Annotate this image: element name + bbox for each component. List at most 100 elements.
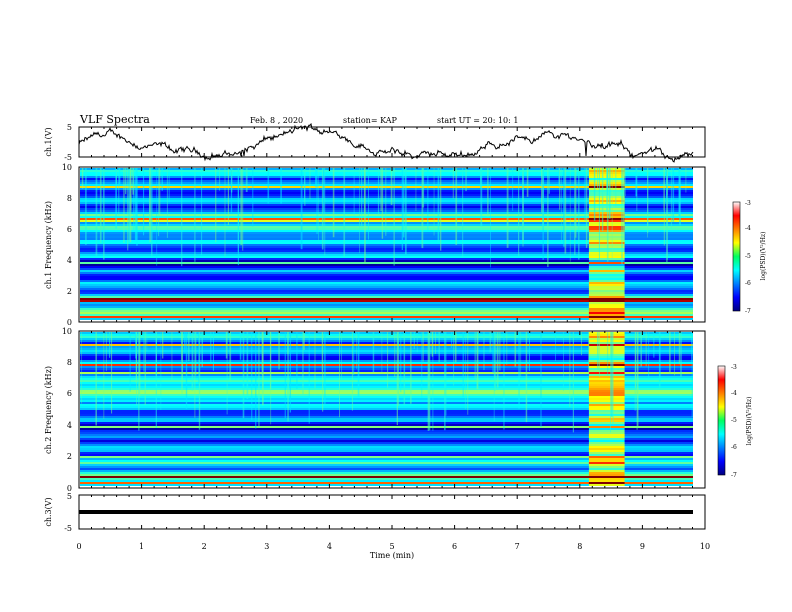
ch1-spec-burst-row <box>588 242 625 244</box>
ch2-spec-streak <box>146 332 148 352</box>
ch2-spec-streak <box>308 332 310 424</box>
ch1-spec-row <box>80 200 693 202</box>
ch1-spec-row <box>80 176 693 178</box>
ch1-spec-streak <box>227 168 229 225</box>
ch1-spec-streak <box>95 168 98 256</box>
ch2-spec-streak <box>162 332 164 359</box>
ch2-spec-row <box>80 442 693 444</box>
ch2-spec-streak <box>239 332 242 360</box>
ch1-spec-burst-row <box>588 274 625 276</box>
ch2-spec-burst-row <box>588 386 625 388</box>
ch1-spec-burst-row <box>588 262 625 264</box>
ch2-spec-streak <box>81 332 82 404</box>
figure-title: VLF Spectra <box>79 113 150 126</box>
ch2-spec-streak <box>278 332 280 370</box>
ch1-spec-burst-row <box>588 258 625 260</box>
ch1-waveform-ylabel: ch.1(V) <box>44 127 53 156</box>
ch2-spec-row <box>80 354 693 356</box>
ch1-spec-row <box>80 250 693 252</box>
ch1-spec-streak <box>526 168 529 197</box>
ch1-spec-streak <box>670 168 672 229</box>
ch2-spec-burst-row <box>588 400 625 402</box>
ch2-spec-streak <box>185 332 188 409</box>
ch2-spectrogram-image <box>80 332 704 487</box>
ch1-spec-streak <box>578 168 580 260</box>
ch2-spec-streak <box>451 332 453 348</box>
ch2-spec-burst-row <box>588 398 625 400</box>
ch1-waveform-line <box>78 122 694 163</box>
ch1-spec-row <box>80 230 693 232</box>
ch2-spec-burst-row <box>588 430 625 432</box>
ch2-spec-burst-row <box>588 418 625 420</box>
ch1-spec-streak <box>598 168 600 261</box>
ch2-spectrogram-ylabel: ch.2 Frequency (kHz) <box>44 366 53 454</box>
ch1-spec-row <box>80 312 693 314</box>
ch2-spec-row <box>80 350 693 352</box>
ch3-ytick-top: 5 <box>67 492 72 501</box>
ch1-spec-row <box>80 268 693 270</box>
ch1-spec-row <box>80 298 693 300</box>
ch2-spec-row <box>80 390 693 392</box>
ch1-spec-row <box>80 172 693 174</box>
ch1-spec-streak <box>149 168 151 226</box>
ch1-spectrogram-image <box>80 168 704 321</box>
ch1-spec-row <box>80 316 693 318</box>
ch1-spec-streak <box>127 168 129 251</box>
ch2-spec-streak <box>187 332 190 362</box>
ch1-spec-streak <box>143 168 145 236</box>
ch1-spec-row <box>80 238 693 240</box>
ch1-spec-streak <box>129 168 132 243</box>
ch1-spec-row <box>80 278 693 280</box>
ch2-spec-burst-row <box>588 480 625 482</box>
ch1-spec-streak <box>487 168 489 217</box>
ch1-spec-streak <box>380 168 382 211</box>
ch2-spec-streak <box>514 332 517 367</box>
ch2-spec-streak <box>410 332 412 404</box>
ch2-spec-streak <box>212 332 214 371</box>
ch1-spec-streak <box>542 168 544 229</box>
ch1-spec-burst-row <box>588 214 625 216</box>
ch2-spec-streak <box>611 332 613 417</box>
ch2-spec-streak <box>435 332 436 354</box>
ch2-spec-streak <box>296 332 298 389</box>
ch2-spec-streak <box>525 332 528 423</box>
ch1-spec-streak <box>427 168 429 231</box>
ch1-spec-burst-row <box>588 298 625 300</box>
ch1-spec-row <box>80 272 693 274</box>
ch2-spec-row <box>80 484 693 486</box>
ch1-spec-burst-row <box>588 234 625 236</box>
ch2-spectrogram-yticks: 0 2 4 6 8 10 <box>62 327 72 493</box>
ch2-ytick-10: 10 <box>62 327 72 336</box>
ch2-spec-streak <box>314 332 316 389</box>
ch1-spec-row <box>80 242 693 244</box>
ch2-spec-row <box>80 346 693 348</box>
ch2-spec-burst-row <box>588 350 625 352</box>
ch1-spec-burst-row <box>588 252 625 254</box>
xtick-8: 8 <box>577 542 582 551</box>
ch1-spec-burst-row <box>588 256 625 258</box>
ch1-spec-row <box>80 236 693 238</box>
ch1-spec-streak <box>168 168 170 203</box>
ch2-spec-streak <box>597 332 599 369</box>
ch1-spec-row <box>80 310 693 312</box>
ch1-spec-streak <box>666 168 668 204</box>
ch2-spec-streak <box>246 332 249 399</box>
ch2-spec-streak <box>210 332 212 364</box>
ch2-spec-row <box>80 406 693 408</box>
ch1-spec-streak <box>118 168 120 216</box>
ch2-spec-burst-row <box>588 358 625 360</box>
ch2-spec-streak <box>403 332 406 405</box>
ch2-spec-burst-row <box>588 392 625 394</box>
ch2-spec-streak <box>427 332 430 431</box>
ch2-spec-streak <box>422 332 424 362</box>
ch2-spec-row <box>80 338 693 340</box>
ch1-spec-burst-row <box>588 304 625 306</box>
ch1-spec-burst-row <box>588 238 625 240</box>
ch1-spec-row <box>80 234 693 236</box>
ch2-spec-streak <box>339 332 340 418</box>
ch1-spec-streak <box>421 168 424 249</box>
ch2-colorbar-gradient <box>717 365 726 476</box>
ch2-spec-row <box>80 470 693 472</box>
ch2-spec-streak <box>659 332 661 381</box>
